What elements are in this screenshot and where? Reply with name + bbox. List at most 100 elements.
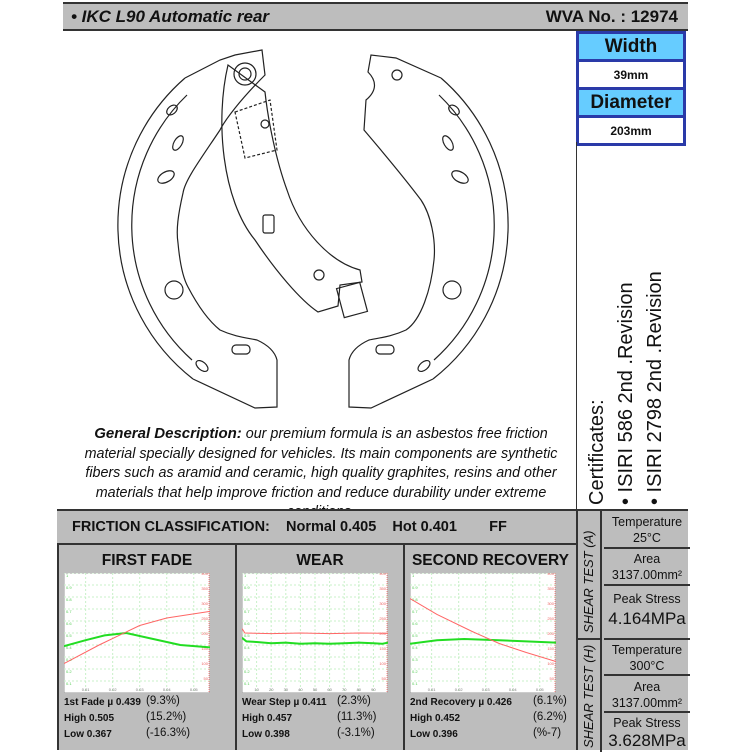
shear-test-a-label: SHEAR TEST (A)	[578, 511, 602, 640]
x-tick-label: 90	[371, 687, 376, 692]
width-label: Width	[576, 31, 686, 59]
y2-tick-label: 250	[201, 616, 208, 621]
friction-code: FF	[489, 519, 507, 535]
diameter-label: Diameter	[576, 87, 686, 115]
diameter-value: 203mm	[576, 115, 686, 146]
width-value: 39mm	[576, 59, 686, 87]
shear-tests: SHEAR TEST (A) Temperature 25°C Area 3137.…	[576, 509, 690, 752]
y2-tick-label: 250	[547, 616, 554, 621]
description-label: General Description:	[94, 425, 242, 442]
certificate-item: • ISIRI 2798 2nd .Revision	[644, 271, 666, 505]
y2-tick-label: 300	[379, 601, 386, 606]
x-tick-label: 40	[298, 687, 303, 692]
x-tick-label: 0.02	[455, 687, 464, 692]
stat-percent: (6.2%)	[533, 711, 567, 723]
stat-label: Wear Step µ 0.411	[242, 697, 327, 708]
y-tick-label: 0.8	[412, 597, 418, 602]
panel-title: SECOND RECOVERY	[411, 552, 570, 569]
x-tick-label: 20	[269, 687, 274, 692]
web-outline	[176, 49, 278, 409]
friction-line	[242, 637, 388, 645]
y-tick-label: 0.6	[244, 621, 250, 626]
y2-tick-label: 300	[201, 601, 208, 606]
y-tick-label: 0.8	[66, 597, 72, 602]
y-tick-label: 0.3	[244, 657, 250, 662]
wear-panel: WEAR 1 0.9 0.8 0.7 0.6 0.5 0.4 0.3 0.2 0.1 400 350 3…	[235, 545, 403, 750]
y-tick-label: 0.9	[66, 585, 72, 590]
stat-label: High 0.457	[242, 713, 293, 724]
shear-h-peak-stress: Peak Stress 3.628MPa	[608, 716, 686, 750]
shear-a-area: Area 3137.00mm²	[604, 549, 690, 586]
right-brake-shoe	[348, 54, 509, 409]
shear-h-temperature: Temperature 300°C	[604, 640, 690, 676]
brake-shoe-drawing	[117, 49, 509, 409]
y-tick-label: 0.2	[244, 669, 250, 674]
left-brake-shoe	[117, 49, 278, 409]
shear-a-temperature: Temperature 25°C	[604, 511, 690, 549]
x-tick-label: 10	[254, 687, 259, 692]
stat-percent: (-3.1%)	[337, 727, 375, 739]
y-tick-label: 0.5	[244, 633, 250, 638]
x-tick-label: 0.03	[136, 687, 145, 692]
temperature-line	[242, 628, 388, 635]
shear-h-area: Area 3137.00mm²	[604, 676, 690, 713]
temperature-line	[64, 610, 210, 665]
y-tick-label: 0.7	[66, 609, 72, 614]
temperature-line	[410, 598, 556, 662]
first-fade-panel: FIRST FADE 1 0.9 0.8 0.7 0.6 0.5 0.4 0.3 0.2 0.1 4…	[57, 545, 235, 750]
y2-tick-label: 250	[379, 616, 386, 621]
panel-title: FIRST FADE	[101, 552, 193, 569]
stat-label: Low 0.398	[242, 729, 290, 740]
certificates: Certificates: • ISIRI 586 2nd .Revision …	[583, 260, 683, 505]
stat-label: 1st Fade µ 0.439	[64, 697, 141, 708]
stat-percent: (9.3%)	[146, 695, 180, 707]
certificates-title: Certificates:	[586, 399, 608, 505]
y-tick-label: 1	[412, 573, 415, 578]
shear-a-peak-stress: Peak Stress 4.164MPa	[604, 586, 690, 640]
x-tick-label: 0.02	[109, 687, 118, 692]
y-tick-label: 0.7	[244, 609, 250, 614]
second-recovery-panel: SECOND RECOVERY 1 0.9 0.8 0.7 0.6 0.5 0.4 0.3 0.…	[403, 545, 576, 750]
y2-tick-label: 200	[201, 631, 208, 636]
x-tick-label: 0.05	[190, 687, 199, 692]
certificate-item: • ISIRI 586 2nd .Revision	[615, 282, 637, 505]
stat-percent: (-16.3%)	[146, 727, 191, 739]
title-bar: • IKC L90 Automatic rear WVA No. : 12974	[63, 2, 688, 31]
y-tick-label: 0.8	[244, 597, 250, 602]
y-tick-label: 0.1	[66, 681, 72, 686]
x-tick-label: 0.01	[428, 687, 437, 692]
lining-inner	[131, 94, 193, 361]
y2-tick-label: 150	[547, 646, 554, 651]
y2-tick-label: 400	[547, 573, 554, 576]
x-tick-label: 80	[357, 687, 362, 692]
stat-label: High 0.452	[410, 713, 461, 724]
x-tick-label: 30	[284, 687, 289, 692]
y-tick-label: 0.6	[66, 621, 72, 626]
x-tick-label: 50	[313, 687, 318, 692]
stat-label: 2nd Recovery µ 0.426	[410, 697, 512, 708]
y2-tick-label: 350	[201, 586, 208, 591]
wear-chart: 1 0.9 0.8 0.7 0.6 0.5 0.4 0.3 0.2 0.1 400 350 300 250…	[242, 573, 388, 693]
friction-label: FRICTION CLASSIFICATION:	[72, 519, 270, 535]
y2-tick-label: 400	[201, 573, 208, 576]
y2-tick-label: 150	[379, 646, 386, 651]
x-tick-label: 70	[342, 687, 347, 692]
stat-percent: (%-7)	[533, 727, 562, 739]
y-tick-label: 0.9	[244, 585, 250, 590]
y-tick-label: 1	[244, 573, 247, 578]
stat-percent: (2.3%)	[337, 695, 371, 707]
second-recovery-chart: 1 0.9 0.8 0.7 0.6 0.5 0.4 0.3 0.2 0.1 400 350 300 250…	[410, 573, 556, 693]
y-tick-label: 0.3	[412, 657, 418, 662]
stat-percent: (6.1%)	[533, 695, 567, 707]
y2-tick-label: 150	[201, 646, 208, 651]
y-tick-label: 0.6	[412, 621, 418, 626]
y2-tick-label: 50	[550, 676, 555, 681]
y-tick-label: 0.1	[244, 681, 250, 686]
divider	[576, 142, 577, 509]
friction-hot: Hot 0.401	[392, 519, 457, 535]
y-tick-label: 0.2	[66, 669, 72, 674]
x-tick-label: 60	[327, 687, 332, 692]
y2-tick-label: 300	[547, 601, 554, 606]
friction-line	[64, 631, 210, 649]
stat-percent: (15.2%)	[146, 711, 187, 723]
